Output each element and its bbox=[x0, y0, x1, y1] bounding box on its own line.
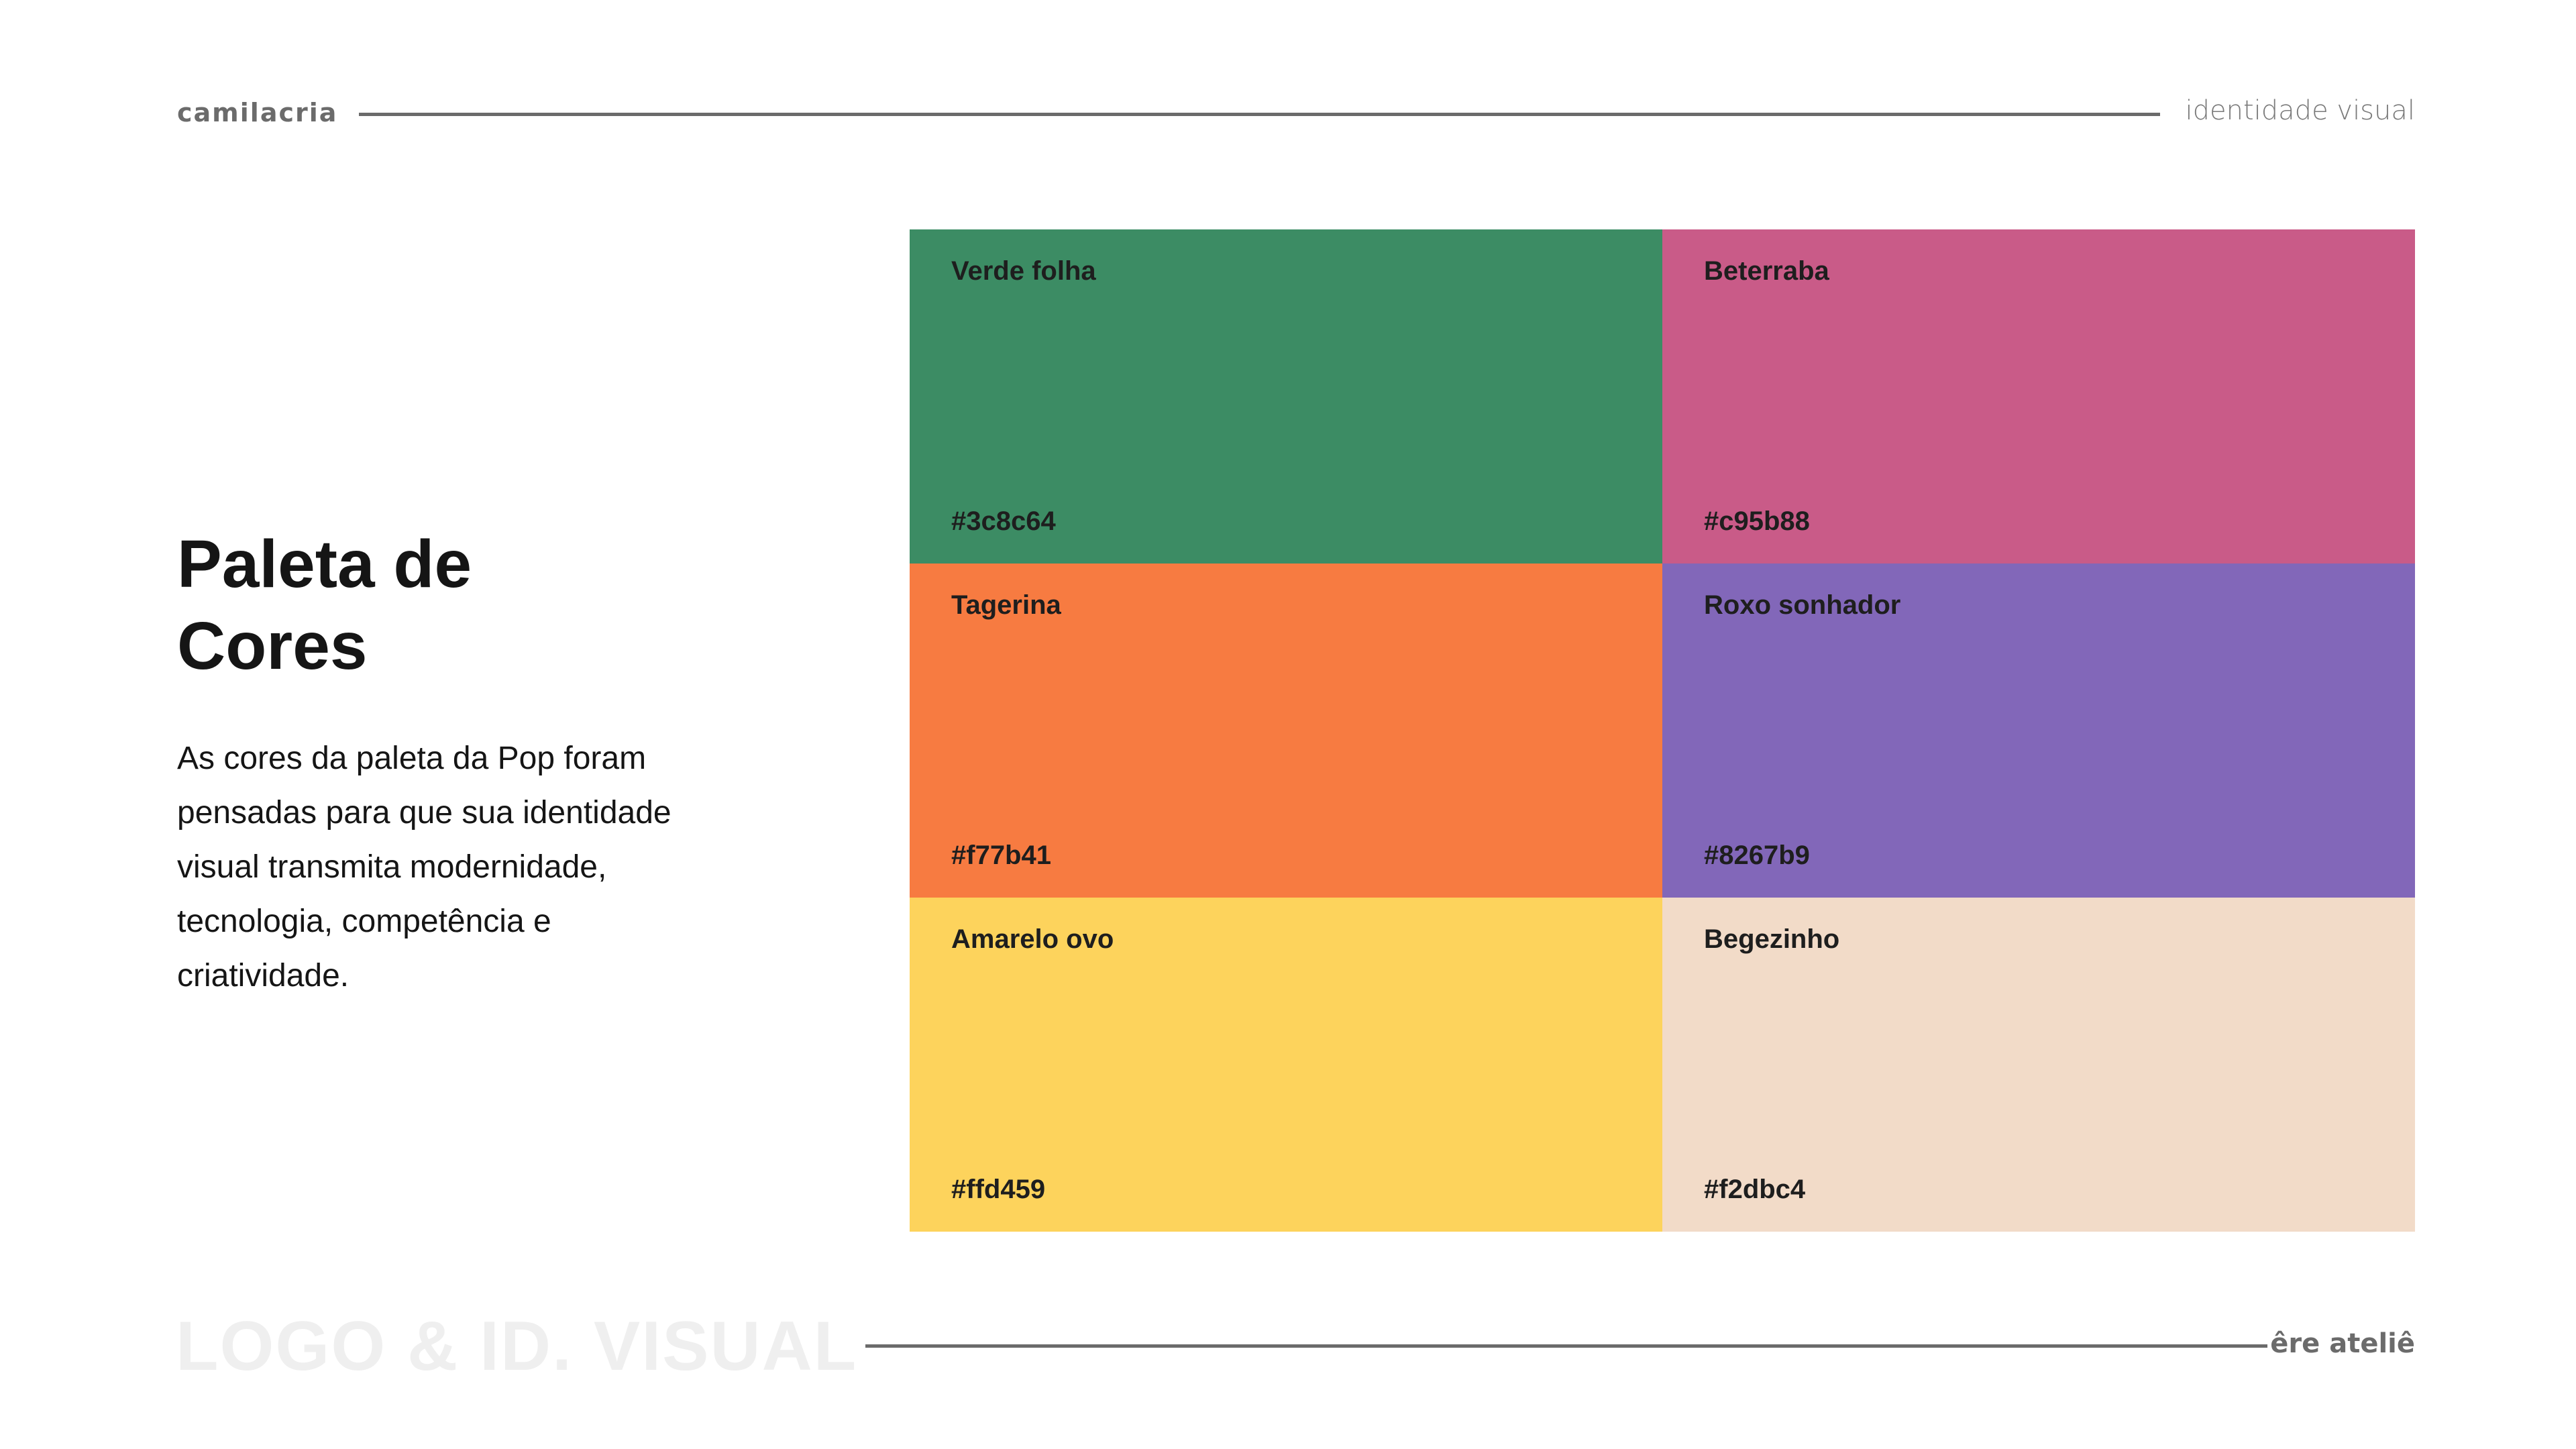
swatch-beterraba: Beterraba #c95b88 bbox=[1662, 229, 2415, 564]
swatch-amarelo-ovo: Amarelo ovo #ffd459 bbox=[910, 898, 1662, 1232]
swatch-hex: #f77b41 bbox=[951, 841, 1051, 870]
swatch-hex: #3c8c64 bbox=[951, 506, 1056, 536]
swatch-name: Roxo sonhador bbox=[1704, 590, 1901, 620]
swatch-name: Beterraba bbox=[1704, 256, 1829, 286]
header-section-label: identidade visual bbox=[2185, 95, 2415, 126]
header-brand: camilacria bbox=[177, 98, 338, 127]
page-title: Paleta de Cores bbox=[177, 527, 472, 684]
swatch-name: Amarelo ovo bbox=[951, 924, 1114, 954]
footer-title: LOGO & ID. VISUAL bbox=[176, 1307, 858, 1385]
swatch-name: Begezinho bbox=[1704, 924, 1840, 954]
swatch-name: Tagerina bbox=[951, 590, 1061, 620]
footer-brand: êre ateliê bbox=[2270, 1328, 2415, 1359]
swatch-name: Verde folha bbox=[951, 256, 1096, 286]
swatch-begezinho: Begezinho #f2dbc4 bbox=[1662, 898, 2415, 1232]
swatch-verde-folha: Verde folha #3c8c64 bbox=[910, 229, 1662, 564]
swatch-roxo-sonhador: Roxo sonhador #8267b9 bbox=[1662, 564, 2415, 898]
header-divider bbox=[359, 113, 2160, 116]
swatch-hex: #ffd459 bbox=[951, 1175, 1046, 1204]
page-description: As cores da paleta da Pop foram pensadas… bbox=[177, 741, 672, 994]
swatch-hex: #8267b9 bbox=[1704, 841, 1810, 870]
swatch-hex: #f2dbc4 bbox=[1704, 1175, 1806, 1204]
swatch-tagerina: Tagerina #f77b41 bbox=[910, 564, 1662, 898]
color-palette-grid: Verde folha #3c8c64 Beterraba #c95b88 Ta… bbox=[910, 229, 2415, 1232]
swatch-hex: #c95b88 bbox=[1704, 506, 1810, 536]
footer-divider bbox=[865, 1344, 2267, 1348]
